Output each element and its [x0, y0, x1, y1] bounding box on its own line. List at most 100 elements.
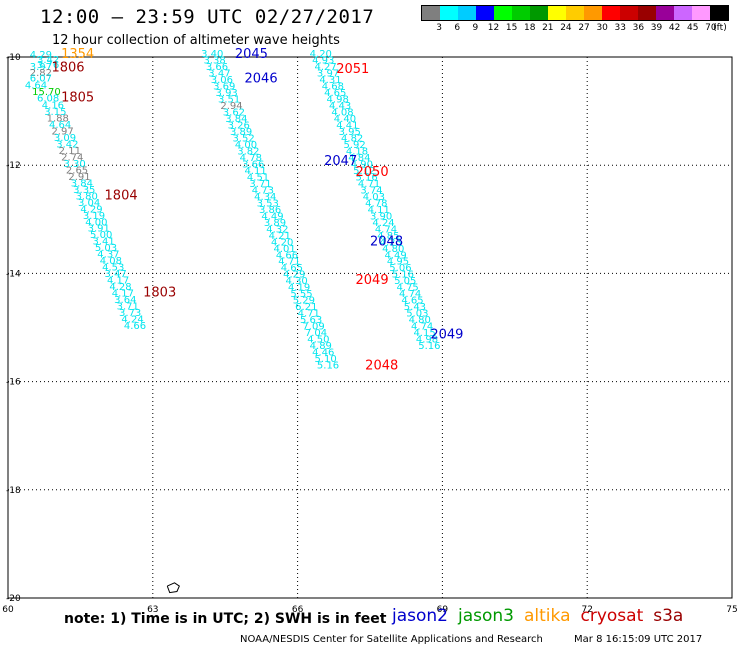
data-point: 4.08 — [331, 107, 353, 118]
data-point: 4.78 — [240, 153, 262, 164]
legend-label: 70 — [705, 23, 717, 33]
data-point: 4.29 — [30, 50, 52, 61]
data-point: 4.18 — [346, 146, 368, 157]
pass-label: 2050 — [356, 165, 389, 180]
data-point: 4.17 — [107, 276, 129, 287]
data-point: 2.97 — [51, 126, 73, 137]
data-point: 4.41 — [336, 120, 358, 131]
x-tick-label: 72 — [581, 605, 592, 615]
satellite-label-jason3: jason3 — [458, 606, 514, 626]
pass-label: 1354 — [61, 47, 94, 62]
data-point: 4.50 — [307, 335, 329, 346]
data-point: 4.37 — [97, 250, 119, 261]
data-point: 4.93 — [312, 55, 334, 66]
legend-label: 3 — [436, 23, 442, 33]
data-point: 3.86 — [259, 205, 281, 216]
legend-swatch — [674, 6, 692, 20]
legend-swatch — [620, 6, 638, 20]
data-point: 4.65 — [324, 88, 346, 99]
data-point: 3.06 — [211, 75, 233, 86]
data-point: 6.08 — [37, 93, 59, 104]
x-tick-label: 63 — [147, 605, 158, 615]
data-point: 3.95 — [339, 127, 361, 138]
legend-label: 36 — [632, 23, 645, 33]
data-point: 4.82 — [341, 133, 363, 144]
data-point: 4.43 — [329, 101, 351, 112]
legend-label: 12 — [487, 23, 500, 33]
data-point: 4.65 — [281, 263, 303, 274]
y-tick-label: -16 — [6, 378, 21, 388]
data-point: 3.62 — [223, 107, 245, 118]
legend-swatch — [656, 6, 674, 20]
data-point: 3.53 — [257, 198, 279, 209]
data-point: 3.69 — [213, 81, 235, 92]
data-point: 4.31 — [319, 75, 341, 86]
data-point: 3.84 — [71, 178, 93, 189]
data-point: 3.38 — [203, 55, 225, 66]
data-point: 4.08 — [100, 256, 122, 267]
data-point: 5.12 — [353, 166, 375, 177]
legend-label: 15 — [505, 23, 518, 33]
data-point: 2.82 — [30, 68, 52, 79]
data-point: 5.43 — [404, 302, 426, 313]
x-tick-label: 69 — [437, 605, 449, 615]
data-point: 5.16 — [317, 361, 339, 372]
data-point: 4.49 — [261, 211, 283, 222]
color-scale-labels: 3 6 9 12 15 18 21 24 27 30 33 36 39 42 45 70 (ft) — [421, 23, 729, 37]
data-point: 4.20 — [310, 49, 332, 60]
data-point: 4.75 — [397, 283, 419, 294]
data-point: 4.65 — [401, 296, 423, 307]
data-point: 5.63 — [300, 315, 322, 326]
data-point: 3.40 — [201, 49, 223, 60]
data-point: 4.03 — [363, 192, 385, 203]
pass-label: 2047 — [324, 154, 357, 169]
footer: NOAA/NESDIS Center for Satellite Applica… — [240, 634, 702, 645]
plot-frame — [7, 56, 733, 599]
data-point: 4.98 — [327, 94, 349, 105]
data-point: 4.90 — [351, 159, 373, 170]
data-point: 4.64 — [49, 120, 71, 131]
data-point: 4.32 — [266, 224, 288, 235]
legend-swatch — [440, 6, 458, 20]
x-tick-label: 75 — [726, 605, 737, 615]
pass-label: 1805 — [61, 90, 94, 105]
data-point: 4.16 — [42, 100, 64, 111]
legend-swatch — [476, 6, 494, 20]
data-point: 5.06 — [389, 263, 411, 274]
data-point: 4.66 — [276, 250, 298, 261]
legend-swatch — [530, 6, 548, 20]
data-point: 3.19 — [83, 211, 105, 222]
footer-generated-time: Mar 8 16:15:09 UTC 2017 — [574, 634, 703, 645]
legend-swatch — [512, 6, 530, 20]
data-point: 4.98 — [416, 335, 438, 346]
data-point: 3.15 — [44, 107, 66, 118]
legend-label: 21 — [542, 23, 554, 33]
data-point: 4.15 — [413, 328, 435, 339]
legend-swatch — [458, 6, 476, 20]
data-point: 4.00 — [85, 217, 107, 228]
pass-label: 1806 — [51, 61, 84, 76]
data-point: 4.68 — [322, 81, 344, 92]
legend-label: 9 — [472, 23, 479, 33]
data-point: 3.74 — [360, 185, 382, 196]
data-point: 4.20 — [271, 237, 293, 248]
data-point: 4.29 — [283, 270, 305, 281]
data-point: 5.16 — [356, 172, 378, 183]
data-point: 15.70 — [32, 87, 61, 98]
pass-label: 2049 — [430, 327, 463, 342]
data-point: 4.40 — [334, 114, 356, 125]
data-point: 6.21 — [295, 302, 317, 313]
data-point: 3.91 — [88, 224, 110, 235]
data-point: 4.23 — [380, 237, 402, 248]
legend-swatch — [494, 6, 512, 20]
data-point: 5.29 — [293, 296, 315, 307]
satellite-label-cryosat: cryosat — [580, 606, 644, 626]
satellite-label-jason2: jason2 — [392, 606, 448, 626]
pass-label: 2048 — [370, 234, 403, 249]
data-point: 5.16 — [392, 270, 414, 281]
data-point: 4.53 — [102, 263, 124, 274]
data-point: 3.26 — [228, 120, 250, 131]
legend-swatch — [548, 6, 566, 20]
data-point: 3.76 — [37, 60, 59, 71]
page-title: 12:00 – 23:59 UTC 02/27/2017 — [40, 6, 375, 28]
